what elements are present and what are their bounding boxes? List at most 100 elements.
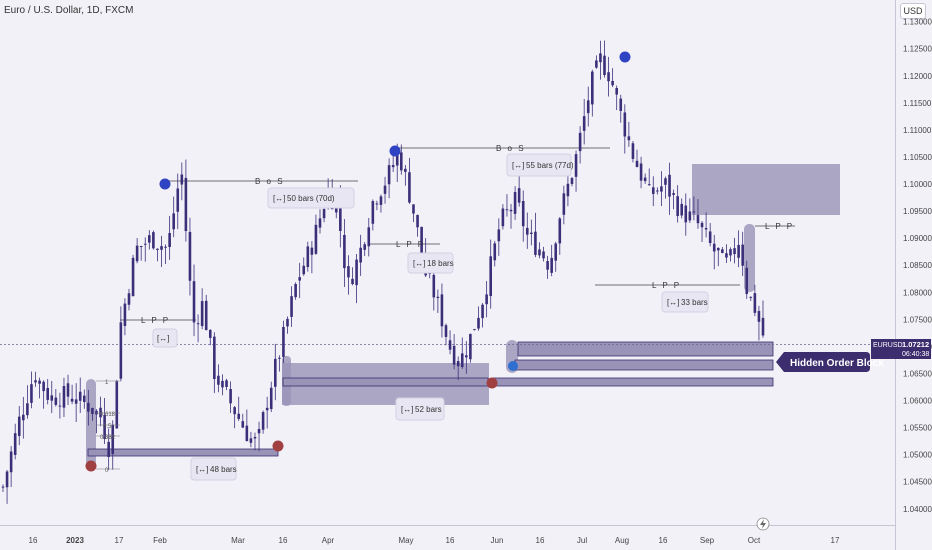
candle-body <box>343 234 346 269</box>
svg-text:52 bars: 52 bars <box>415 405 442 414</box>
candle-body <box>213 336 216 380</box>
bars-range-box[interactable]: [↔] 33 bars <box>661 291 709 313</box>
candle-body <box>387 165 391 185</box>
candle-body <box>473 329 476 331</box>
candle-body <box>38 380 41 384</box>
candle-body <box>635 160 639 168</box>
candle-body <box>477 317 480 329</box>
bars-range-icon[interactable]: [↔] <box>152 328 178 348</box>
candle-body <box>497 229 501 242</box>
hidden-order-block-callout[interactable]: Hidden Order Block <box>776 352 884 372</box>
bars-range-box[interactable]: [↔] 55 bars (77d) <box>506 153 574 177</box>
candle-body <box>651 187 655 194</box>
candle-body <box>737 244 740 258</box>
bars-range-box[interactable]: [↔] 52 bars <box>395 397 445 421</box>
bars-range-box[interactable]: [↔] 48 bars <box>190 457 237 481</box>
y-tick-label: 1.12500 <box>903 45 932 54</box>
candle-body <box>119 322 123 379</box>
candle-body <box>351 278 354 285</box>
candle-body <box>375 203 379 205</box>
candle-body <box>135 245 139 262</box>
svg-text:50 bars (70d): 50 bars (70d) <box>287 194 335 203</box>
candle-body <box>115 381 119 429</box>
candle-body <box>546 261 549 270</box>
candle-body <box>87 402 90 412</box>
candle-body <box>257 428 261 434</box>
bos-label: B o S <box>255 177 285 186</box>
candle-body <box>347 266 350 278</box>
swing-low-marker[interactable] <box>486 377 498 389</box>
x-tick-label: 16 <box>29 536 38 545</box>
candle-body <box>448 340 452 350</box>
candle-body <box>757 311 761 322</box>
bars-range-box[interactable]: [↔] 50 bars (70d) <box>267 187 355 209</box>
candle-body <box>481 304 484 319</box>
swing-low-marker[interactable] <box>272 440 284 452</box>
candle-body <box>46 388 50 400</box>
svg-text:[↔]: [↔] <box>512 161 524 170</box>
candle-body <box>684 205 688 223</box>
lpp-label: L P P <box>141 316 170 325</box>
price-tag-symbol: EURUSD <box>873 342 903 349</box>
candle-body <box>631 143 635 159</box>
swing-high-marker[interactable] <box>389 145 401 157</box>
currency-button[interactable]: USD <box>900 3 926 19</box>
candle-body <box>444 325 448 337</box>
candle-body <box>334 204 338 213</box>
candle-body <box>611 80 614 86</box>
candle-body <box>82 395 86 403</box>
swing-high-marker[interactable] <box>159 178 171 190</box>
candle-body <box>627 136 631 141</box>
candle-body <box>143 243 147 245</box>
fib-label: 0 <box>105 468 109 474</box>
candle-body <box>656 190 659 192</box>
candle-body <box>395 152 399 166</box>
candle-body <box>13 433 17 455</box>
ticker-title: Euro / U.S. Dollar, 1D, FXCM <box>4 5 134 16</box>
candle-body <box>704 227 708 230</box>
candle-body <box>265 407 269 411</box>
candle-body <box>420 226 423 255</box>
candle-body <box>530 232 533 235</box>
candle-body <box>367 227 371 247</box>
candle-body <box>643 177 647 182</box>
candle-body <box>22 414 25 421</box>
candle-body <box>131 257 135 297</box>
candle-body <box>152 232 155 249</box>
svg-text:[↔]: [↔] <box>157 334 169 343</box>
current-price: 1.07212 <box>902 340 929 349</box>
candle-body <box>440 294 444 327</box>
candle-body <box>639 163 643 181</box>
candle-body <box>521 201 525 227</box>
x-tick-label: Sep <box>700 536 715 545</box>
svg-text:48 bars: 48 bars <box>210 465 237 474</box>
y-tick-label: 1.11500 <box>903 99 932 108</box>
candle-body <box>505 209 509 211</box>
candle-body <box>391 164 395 168</box>
bars-range-box[interactable]: [↔] 18 bars <box>407 252 454 274</box>
candle-body <box>127 293 131 305</box>
candle-body <box>416 214 419 228</box>
swing-high-marker[interactable] <box>619 51 631 63</box>
candle-body <box>204 300 208 331</box>
candle-body <box>436 296 440 299</box>
y-tick-label: 1.10500 <box>903 153 932 162</box>
candle-body <box>696 215 700 224</box>
candle-body <box>721 249 724 253</box>
candle-body <box>509 209 513 212</box>
candle-body <box>595 60 598 68</box>
candle-body <box>139 246 143 248</box>
candle-body <box>339 203 342 231</box>
candle-body <box>399 152 403 171</box>
candle-body <box>542 251 545 259</box>
candle-body <box>586 100 590 114</box>
candle-body <box>680 203 684 216</box>
candle-body <box>493 243 497 261</box>
swing-low-marker[interactable] <box>85 460 97 472</box>
candle-body <box>716 247 720 251</box>
candle-body <box>647 184 651 186</box>
fib-label: 0.382 <box>100 435 116 441</box>
ob-marker[interactable] <box>508 361 518 371</box>
lightning-icon[interactable] <box>756 517 770 531</box>
